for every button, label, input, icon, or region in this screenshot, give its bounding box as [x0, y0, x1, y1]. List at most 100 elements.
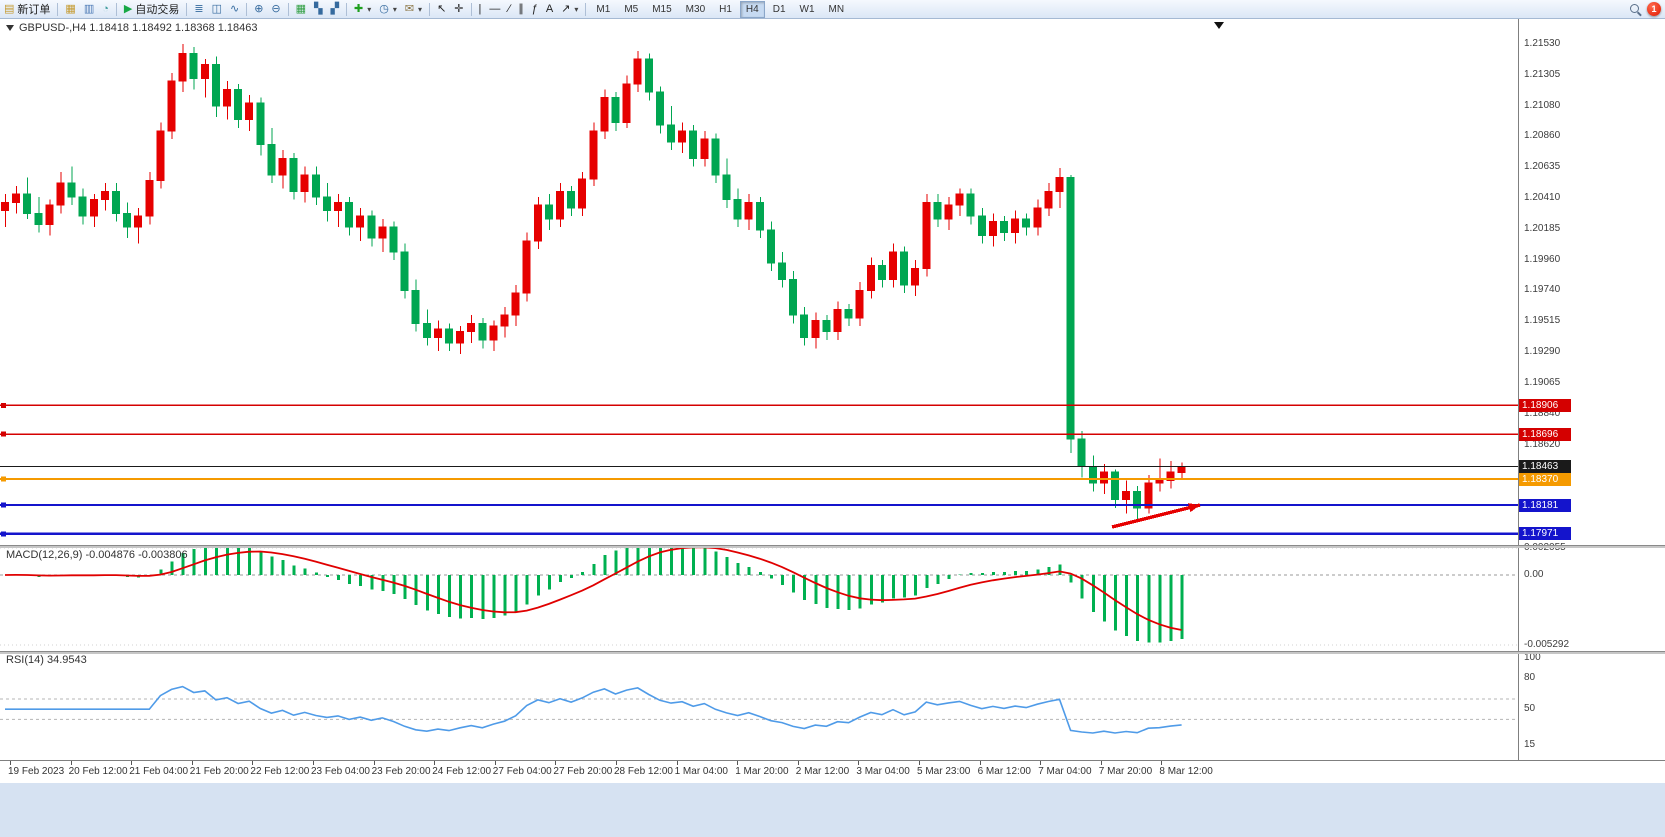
timeframe-h1-button[interactable]: H1	[719, 3, 732, 15]
candle-body	[134, 215, 143, 228]
timeframe-d1-button[interactable]: D1	[772, 3, 786, 15]
candle-body	[533, 204, 542, 242]
zoom-out-button[interactable]: ⊖	[267, 1, 284, 17]
time-axis[interactable]: 19 Feb 2023 20 Feb 12:00 21 Feb 04:00 21 Fe…	[0, 760, 1665, 783]
macd-pane-splitter[interactable]	[0, 545, 1665, 548]
chart-window[interactable]: GBPUSD-,H4 1.18418 1.18492 1.18368 1.184…	[0, 18, 1665, 783]
time-axis-label: 23 Feb 04:00	[311, 766, 370, 777]
price-axis-label: 1.19290	[1524, 346, 1561, 358]
candle-body	[478, 322, 487, 341]
arrange-windows-button[interactable]: ▞	[327, 1, 343, 17]
tile-windows-button[interactable]: ▦	[292, 1, 310, 17]
caret-down-icon: ▾	[418, 4, 423, 14]
text-button[interactable]: A	[542, 1, 557, 17]
candle-body	[755, 201, 764, 231]
cursor-icon: ↖	[437, 3, 447, 15]
templates-button[interactable]: ✉ ▾	[401, 1, 426, 17]
candle-body	[345, 201, 354, 228]
periods-button[interactable]: ◷ ▾	[375, 1, 401, 17]
crosshair-button[interactable]: ✛	[450, 1, 467, 17]
main-price-chart[interactable]	[0, 18, 1518, 545]
candle-body	[855, 289, 864, 319]
candle-body	[733, 199, 742, 220]
candle-body	[89, 199, 98, 217]
new-order-button[interactable]: ▤ 新订单	[0, 1, 54, 17]
candle-body	[1155, 479, 1164, 484]
time-axis-tick	[434, 761, 436, 765]
candle-body	[167, 80, 176, 132]
market-watch-button[interactable]: ▦	[61, 1, 79, 17]
zoom-in-button[interactable]: ⊕	[250, 1, 267, 17]
candle-body	[311, 174, 320, 198]
candle-body	[1088, 466, 1097, 484]
line-anchor-marker	[1, 476, 6, 482]
rsi-pane[interactable]	[0, 655, 1518, 758]
strategy-tester-icon: ◔	[102, 3, 109, 15]
data-window-button[interactable]: ▥	[80, 1, 98, 17]
collapse-chart-icon[interactable]	[6, 25, 14, 31]
fibonacci-button[interactable]: ƒ	[528, 1, 542, 17]
indicators-icon: ✚	[353, 3, 364, 15]
time-axis-label: 27 Feb 20:00	[553, 766, 613, 777]
line-anchor-marker	[1, 502, 6, 508]
candle-body	[411, 289, 420, 324]
cascade-windows-button[interactable]: ▚	[310, 1, 326, 17]
line-chart-button[interactable]: ∿	[226, 1, 243, 17]
search-icon[interactable]	[1630, 4, 1639, 13]
candle-body	[422, 322, 431, 338]
arrows-button[interactable]: ↗ ▾	[557, 1, 582, 17]
candle-body	[1066, 177, 1075, 440]
price-axis[interactable]: 1.21530 1.21305 1.21080 1.20860 1.20635 1.204…	[1518, 18, 1665, 760]
chart-title-text: GBPUSD-,H4 1.18418 1.18492 1.18368 1.184…	[19, 22, 258, 34]
equidistant-channel-button[interactable]: ∥	[514, 1, 528, 17]
candle-body	[1011, 218, 1020, 234]
toolbar-separator	[246, 2, 248, 16]
candle-body	[1033, 207, 1042, 228]
notification-badge[interactable]: 1	[1647, 2, 1661, 16]
timeframe-mn-button[interactable]: MN	[828, 3, 845, 15]
macd-signal-line	[4, 547, 1182, 631]
macd-pane[interactable]	[0, 547, 1518, 649]
bar-chart-button[interactable]: ≣	[190, 1, 207, 17]
arrow-annotation-shaft[interactable]	[1111, 503, 1201, 529]
bar-chart-icon: ≣	[194, 3, 204, 15]
time-axis-tick	[10, 761, 11, 765]
timeframe-m1-button[interactable]: M1	[596, 3, 611, 15]
horizontal-line-button[interactable]: —	[485, 1, 504, 17]
candle-body	[955, 193, 964, 206]
toolbar: ▤ 新订单 ▦ ▥ ◔ ▶ 自动交易 ≣ ◫ ∿ ⊕ ⊖ ▦ ▚ ▞ ✚ ▾ ◷ ▾ ✉ ▾ ↖ ✛ | — ∕ ∥ ƒ A ↗ ▾ M1 M…	[0, 0, 1665, 19]
strategy-tester-button[interactable]: ◔	[98, 1, 113, 17]
macd-label: MACD(12,26,9) -0.004876 -0.003806	[6, 549, 188, 561]
line-chart-icon: ∿	[229, 3, 240, 15]
trendline-button[interactable]: ∕	[504, 1, 514, 17]
rsi-pane-splitter[interactable]	[0, 651, 1665, 654]
time-axis-label: 27 Feb 04:00	[492, 766, 552, 777]
candlestick-chart-button[interactable]: ◫	[208, 1, 226, 17]
timeframe-m30-button[interactable]: M30	[685, 3, 706, 15]
time-axis-tick	[1161, 761, 1163, 765]
caret-down-icon: ▾	[392, 4, 397, 14]
time-axis-label: 5 Mar 23:00	[917, 766, 971, 777]
candle-body	[766, 229, 775, 264]
timeframe-w1-button[interactable]: W1	[799, 3, 815, 15]
equidistant-channel-icon: ∥	[518, 3, 524, 15]
time-axis-label: 21 Feb 04:00	[129, 766, 189, 777]
timeframe-m5-button[interactable]: M5	[624, 3, 639, 15]
time-axis-label: 1 Mar 04:00	[674, 766, 728, 777]
line-anchor-marker	[1, 402, 6, 408]
auto-trading-button-label: 自动交易	[135, 4, 180, 16]
timeframe-h4-button[interactable]: H4	[739, 0, 765, 18]
indicators-button[interactable]: ✚ ▾	[350, 1, 375, 17]
candle-body	[944, 204, 953, 220]
candle-body	[1044, 190, 1053, 209]
macd-axis-label: -0.005292	[1524, 639, 1570, 650]
vertical-line-button[interactable]: |	[475, 1, 486, 17]
time-axis-label: 8 Mar 12:00	[1159, 766, 1213, 777]
toolbar-separator	[345, 2, 347, 16]
text-icon: A	[545, 3, 554, 15]
timeframe-m15-button[interactable]: M15	[652, 3, 672, 15]
chart-shift-icon[interactable]	[1214, 22, 1224, 29]
auto-trading-button[interactable]: ▶ 自动交易	[120, 1, 183, 17]
cursor-button[interactable]: ↖	[433, 1, 450, 17]
time-axis-label: 24 Feb 12:00	[432, 766, 492, 777]
